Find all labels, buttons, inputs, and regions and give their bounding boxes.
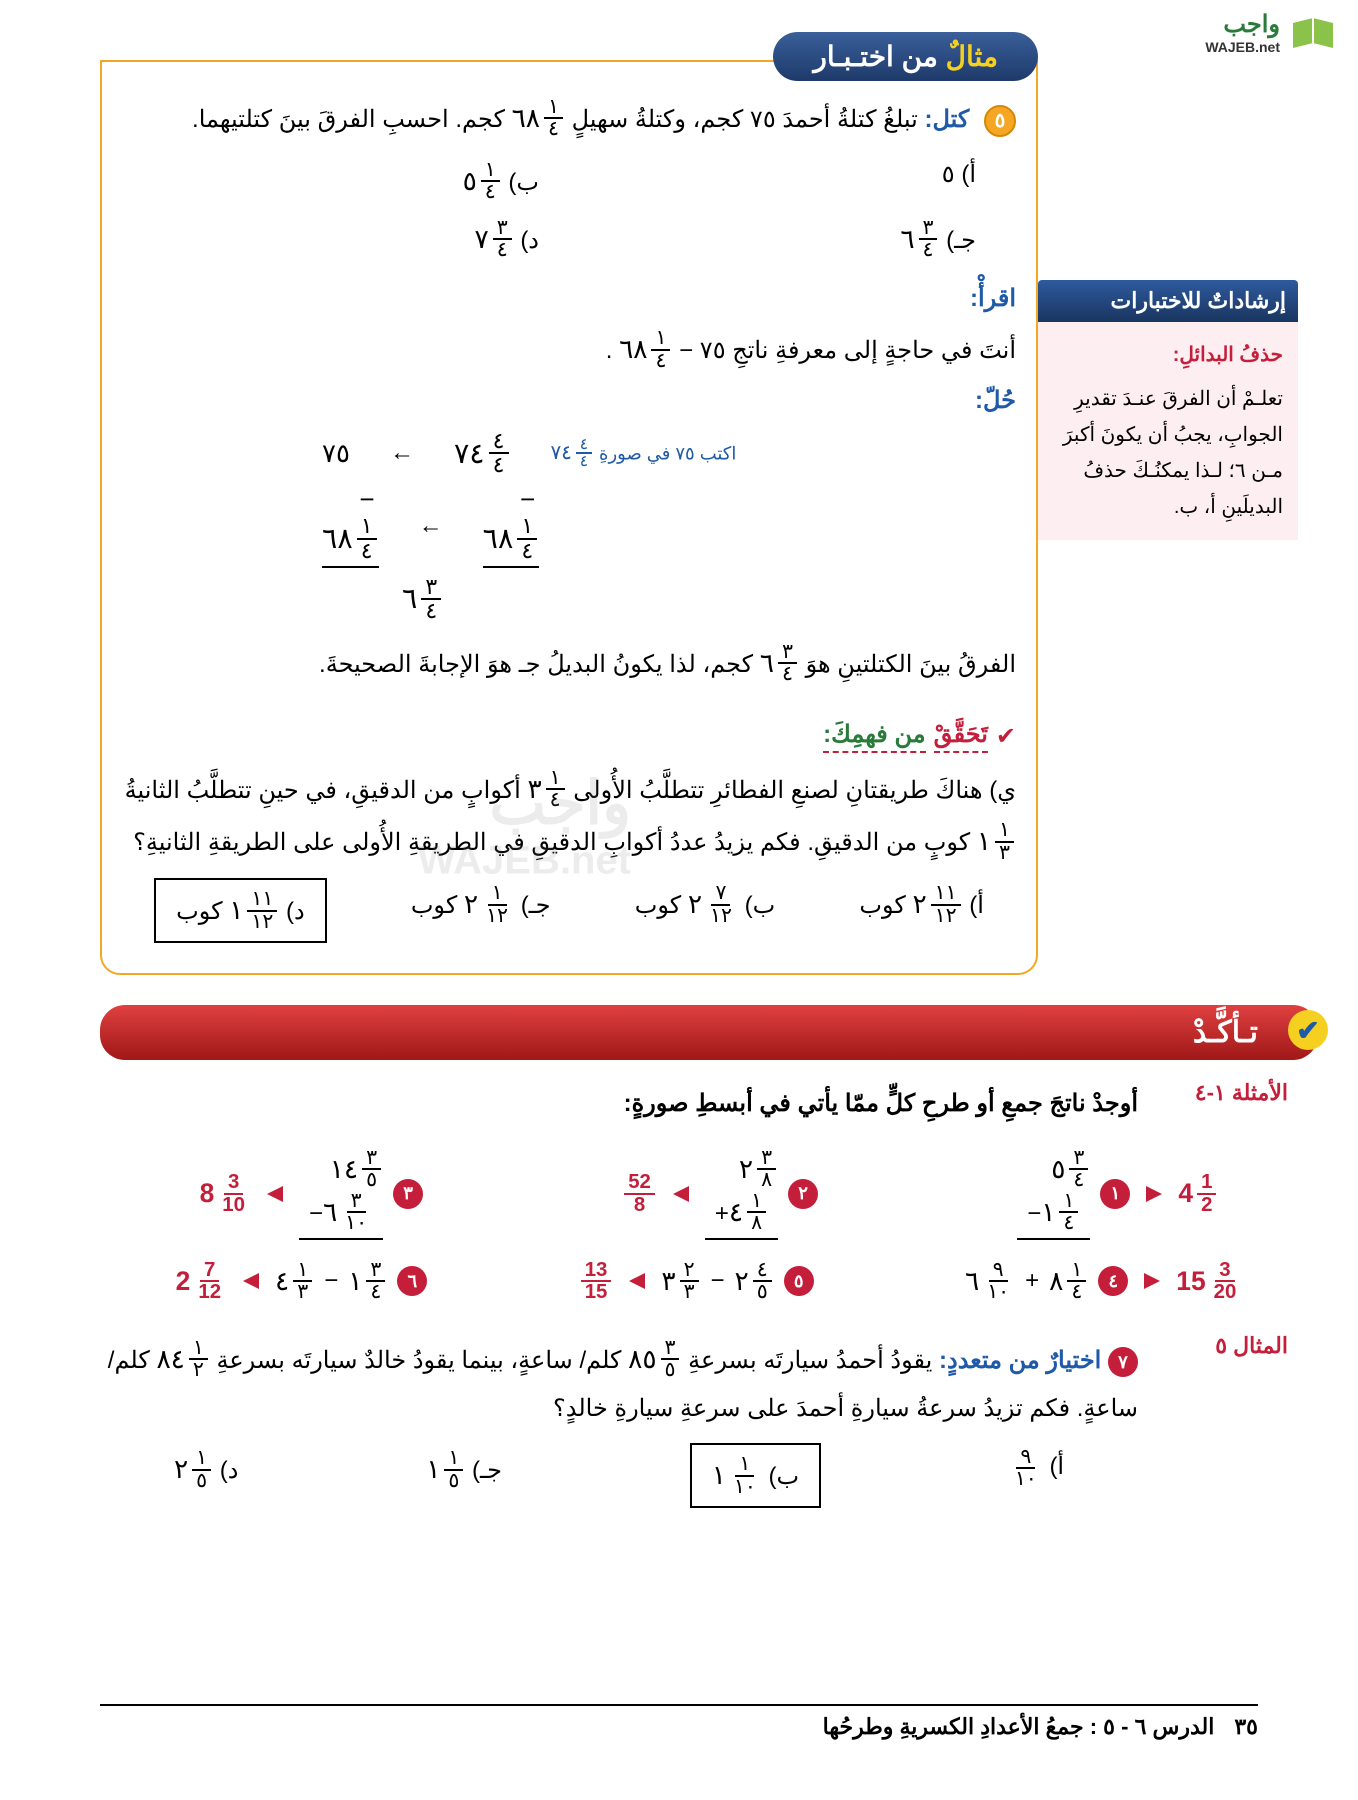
problem-text-2: كجم. احسبِ الفرقَ بينَ كتلتيهما. <box>192 106 505 133</box>
logo-en: WAJEB.net <box>1205 39 1280 55</box>
arrow-icon <box>1146 1186 1162 1202</box>
tips-sidebar: إرشاداتٌ للاختبارات حذفُ البدائلِ: تعلـم… <box>1038 280 1298 540</box>
logo-ar: واجب <box>1205 10 1280 39</box>
tips-body-text: تعلـمْ أن الفرقَ عنـدَ تقديرِ الجوابِ، ي… <box>1053 381 1283 525</box>
check-icon: ✔ <box>996 722 1016 751</box>
instruction: أوجدْ ناتجَ جمعِ أو طرحِ كلٍّ ممّا يأتي … <box>100 1080 1138 1128</box>
taakad-section: ✔ تـأكَّـدْ الأمثلة ١-٤ أوجدْ ناتجَ جمعِ… <box>100 1005 1318 1508</box>
taakad-header: ✔ تـأكَّـدْ <box>100 1005 1318 1060</box>
arrow-icon <box>1144 1273 1160 1289</box>
problem-label: كتل: <box>924 106 969 133</box>
arrow-icon <box>243 1273 259 1289</box>
tips-header: إرشاداتٌ للاختبارات <box>1038 280 1298 322</box>
arrow-icon <box>629 1273 645 1289</box>
examples-1-4-label: الأمثلة ١-٤ <box>1195 1080 1288 1106</box>
problem-text-1: تبلغُ كتلةُ أحمدَ ٧٥ كجم، وكتلةُ سهيلٍ <box>572 106 918 133</box>
example-header-rest: من اختـبـار <box>813 41 938 72</box>
check-circle-icon: ✔ <box>1288 1010 1328 1050</box>
tips-title: حذفُ البدائلِ: <box>1053 337 1283 373</box>
arrow-icon <box>267 1186 283 1202</box>
exercise-row-1: 8310 ١٤٣٥ −٦٣١٠ ٣ 528 ٢٣٨ +٤١٨ <box>100 1148 1318 1240</box>
example-5-label: المثال ٥ <box>1215 1333 1288 1359</box>
book-icon <box>1288 13 1338 53</box>
check-section: واجب WAJEB.net ✔ تَحَقَّقْ من فهمِكَ: ي)… <box>122 710 1016 943</box>
example-box: مثالٌ من اختـبـار ٥ كتل: تبلغُ كتلةُ أحم… <box>100 60 1038 975</box>
solve-section: حُلّ: ٧٥ ← ٧٤٤٤ اكتب ٧٥ في صورةِ ٧٤٤٤ <box>122 386 1016 689</box>
exercise-row-2: 2712 ٤١٣ − ١٣٤ ٦ 1315 ٣٢٣ − ٢٤٥ ٥ <box>100 1260 1318 1303</box>
problem-number-5: ٥ <box>984 105 1016 137</box>
problem-5: ٥ كتل: تبلغُ كتلةُ أحمدَ ٧٥ كجم، وكتلةُ … <box>122 92 1016 145</box>
logo: واجب WAJEB.net <box>1205 10 1338 55</box>
lesson-title: الدرس ٦ - ٥ : جمعُ الأعدادِ الكسريةِ وطر… <box>823 1714 1215 1740</box>
page-footer: ٣٥ الدرس ٦ - ٥ : جمعُ الأعدادِ الكسريةِ … <box>100 1704 1258 1740</box>
read-section: اقرأْ: أنتَ في حاجةٍ إلى معرفةِ ناتجِ ٧٥… <box>122 275 1016 376</box>
arrow-icon <box>673 1186 689 1202</box>
page-number: ٣٥ <box>1234 1714 1258 1740</box>
example-header-prefix: مثالٌ <box>946 41 998 72</box>
example-header: مثالٌ من اختـبـار <box>773 32 1038 81</box>
options-grid: أ) ٥ ب) ٥١٤ جـ) ٦٣٤ د) ٧٣٤ <box>162 160 976 261</box>
